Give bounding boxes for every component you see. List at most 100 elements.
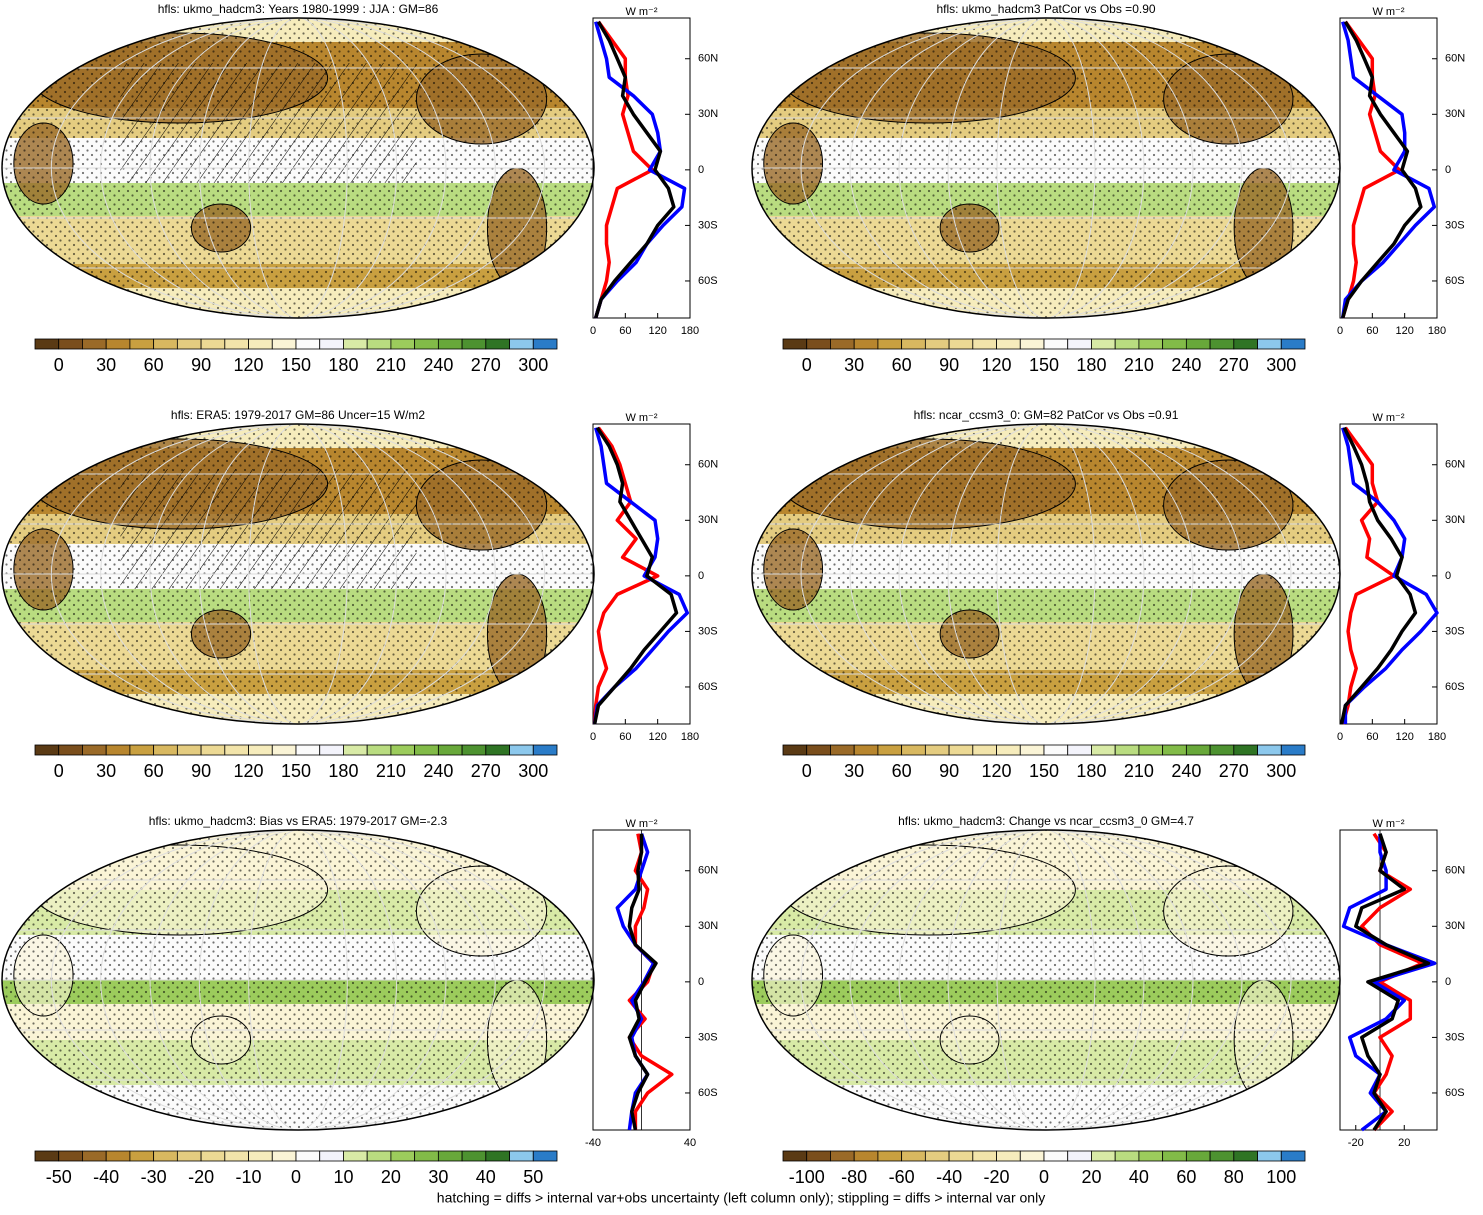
colorbar-box xyxy=(82,338,107,350)
colorbar-box xyxy=(271,744,297,756)
colorbar-box xyxy=(1091,338,1116,350)
colorbar-label: 270 xyxy=(471,761,501,781)
colorbar-box xyxy=(1233,1150,1258,1162)
colorbar-label: 30 xyxy=(844,761,864,781)
colorbar-box xyxy=(1280,338,1306,350)
colorbar-box xyxy=(830,338,855,350)
profile-line xyxy=(1354,833,1431,1131)
graticule xyxy=(100,18,496,318)
hatching xyxy=(120,63,417,183)
graticule xyxy=(849,830,1243,1130)
colorbar-box xyxy=(295,744,321,756)
colorbar-box xyxy=(485,338,510,350)
y-tick-label: 30N xyxy=(1445,108,1465,120)
colorbar-label: 90 xyxy=(191,761,211,781)
colorbar-label: -20 xyxy=(984,1167,1010,1187)
colorbar-box xyxy=(271,1150,297,1162)
graticule xyxy=(100,424,496,724)
colorbar-label: 90 xyxy=(191,355,211,375)
colorbar-box xyxy=(509,1150,534,1162)
colorbar-box xyxy=(1067,1150,1092,1162)
x-tick-label: 180 xyxy=(681,731,699,743)
panel-title: hfls: ncar_ccsm3_0: GM=82 PatCor vs Obs … xyxy=(914,408,1179,422)
profile-frame xyxy=(1339,423,1438,725)
y-tick-label: 30N xyxy=(1445,920,1465,932)
x-tick-label: 180 xyxy=(681,325,699,337)
profile-line xyxy=(1339,426,1418,725)
colorbar-box xyxy=(437,744,463,756)
x-tick-label: 0 xyxy=(590,731,596,743)
colorbar-box xyxy=(176,338,202,350)
colorbar-box xyxy=(924,1150,950,1162)
colorbar-box xyxy=(176,744,202,756)
colorbar-box xyxy=(830,1150,855,1162)
graticule xyxy=(198,424,398,724)
profile-line xyxy=(594,20,676,319)
colorbar-box xyxy=(248,1150,273,1162)
colorbar-box xyxy=(414,744,439,756)
y-tick-label: 60N xyxy=(698,459,718,471)
panel-title: hfls: ERA5: 1979-2017 GM=86 Uncer=15 W/m… xyxy=(171,408,425,422)
colorbar-box xyxy=(390,744,416,756)
graticule xyxy=(50,18,546,318)
profile-frame xyxy=(592,17,691,319)
colorbar-box xyxy=(271,338,297,350)
profile-frame xyxy=(592,423,691,725)
colorbar-box xyxy=(1185,1150,1211,1162)
colorbar-label: 300 xyxy=(1266,761,1296,781)
colorbar-label: 60 xyxy=(144,355,164,375)
colorbar-box xyxy=(1114,1150,1140,1162)
colorbar-box xyxy=(366,744,392,756)
colorbar-box xyxy=(853,1150,879,1162)
colorbar-label: 210 xyxy=(1124,355,1154,375)
colorbar-box xyxy=(390,1150,416,1162)
colorbar-box xyxy=(948,1150,974,1162)
profile-line xyxy=(627,833,674,1130)
y-tick-label: 0 xyxy=(1445,164,1451,176)
colorbar-label: 150 xyxy=(281,355,311,375)
colorbar-box xyxy=(82,1150,107,1162)
colorbar-box xyxy=(224,1150,249,1162)
colorbar-label: 90 xyxy=(939,761,959,781)
colorbar-box xyxy=(319,338,344,350)
colorbar-label: -50 xyxy=(46,1167,72,1187)
colorbar-box xyxy=(461,744,487,756)
colorbar-box xyxy=(34,744,60,756)
colorbar-label: 210 xyxy=(376,761,406,781)
y-tick-label: 60N xyxy=(1445,459,1465,471)
x-tick-label: 180 xyxy=(1428,325,1446,337)
colorbar-label: 210 xyxy=(1124,761,1154,781)
colorbar-box xyxy=(1067,744,1092,756)
y-tick-label: 30S xyxy=(1445,625,1465,637)
colorbar-label: 300 xyxy=(518,761,548,781)
profile-line xyxy=(1341,427,1439,724)
profile-line xyxy=(594,21,687,319)
colorbar-label: 100 xyxy=(1266,1167,1296,1187)
map xyxy=(752,830,1340,1130)
colorbar-box xyxy=(924,744,950,756)
colorbar-box xyxy=(853,744,879,756)
colorbar-box xyxy=(1138,1150,1164,1162)
colorbar-label: 270 xyxy=(1219,355,1249,375)
map xyxy=(2,830,594,1130)
graticule xyxy=(996,830,1096,1130)
graticule xyxy=(198,830,398,1130)
colorbar-box xyxy=(200,744,226,756)
colorbar-label: 30 xyxy=(96,761,116,781)
y-tick-label: 60S xyxy=(1445,681,1465,693)
x-tick-label: 60 xyxy=(619,731,631,743)
colorbar-box xyxy=(996,1150,1021,1162)
colorbar-box xyxy=(1114,338,1140,350)
y-tick-label: 60S xyxy=(698,681,718,693)
profile-line xyxy=(592,427,690,725)
colorbar-label: 60 xyxy=(892,761,912,781)
panel-title: hfls: ukmo_hadcm3 PatCor vs Obs =0.90 xyxy=(936,2,1155,16)
colorbar-box xyxy=(948,338,974,350)
colorbar-box xyxy=(295,338,321,350)
colorbar-label: 30 xyxy=(844,355,864,375)
colorbar-box xyxy=(129,338,155,350)
graticule xyxy=(947,830,1145,1130)
colorbar-box xyxy=(248,338,273,350)
colorbar-box xyxy=(1280,744,1306,756)
y-tick-label: 30N xyxy=(1445,514,1465,526)
